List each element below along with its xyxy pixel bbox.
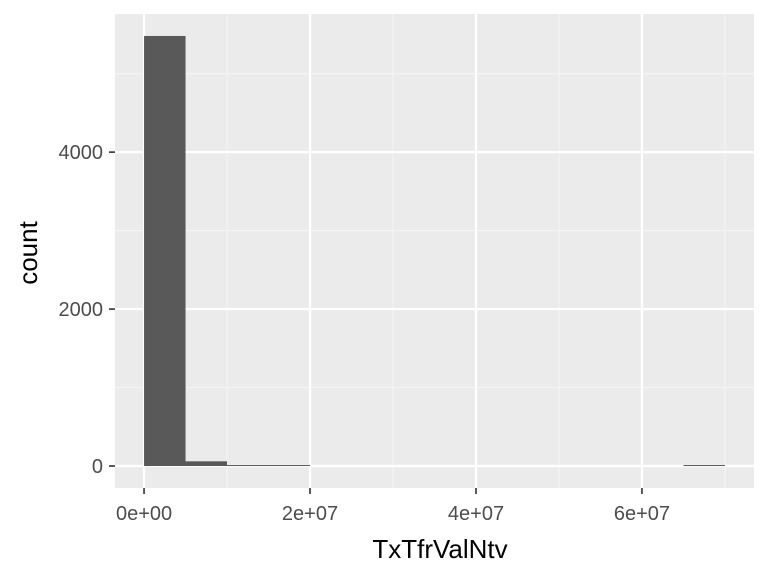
y-tick-label: 2000 [59, 299, 104, 321]
y-tick-label: 0 [92, 456, 103, 478]
grid-minor [115, 14, 754, 488]
plot-panel [115, 14, 754, 488]
y-axis-title: count [13, 220, 43, 284]
histogram-bar [268, 465, 311, 467]
x-tick-label: 2e+07 [282, 503, 338, 525]
histogram-bars [144, 35, 725, 467]
histogram-bar [185, 461, 228, 467]
x-tick-label: 6e+07 [614, 503, 670, 525]
x-axis: 0e+00 2e+07 4e+07 6e+07 [116, 488, 670, 525]
histogram-bar [227, 465, 269, 467]
histogram-bar [683, 465, 725, 467]
y-axis: 0 2000 4000 [59, 142, 115, 478]
x-tick-label: 0e+00 [116, 503, 172, 525]
x-tick-label: 4e+07 [448, 503, 504, 525]
x-axis-title: TxTfrValNtv [372, 534, 507, 564]
y-tick-label: 4000 [59, 142, 104, 164]
histogram-bar [144, 35, 186, 467]
